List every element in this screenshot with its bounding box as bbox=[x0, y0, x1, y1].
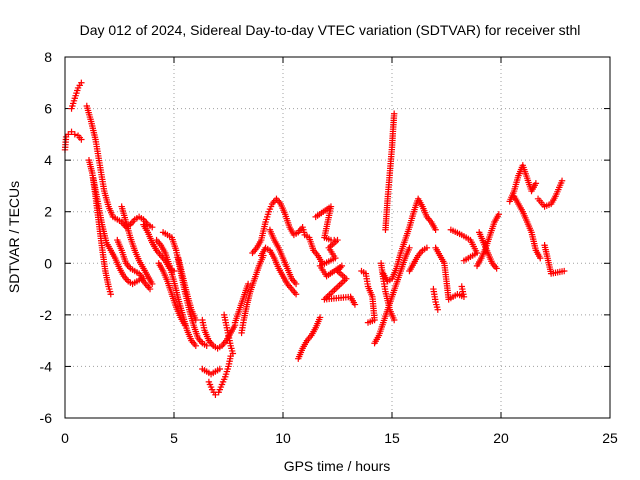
y-tick-label: 0 bbox=[44, 255, 52, 271]
data-point bbox=[316, 314, 324, 321]
data-point bbox=[192, 342, 199, 349]
data-point bbox=[78, 136, 85, 143]
x-tick-label: 15 bbox=[384, 430, 400, 446]
data-point bbox=[423, 244, 431, 252]
data-point bbox=[68, 128, 75, 135]
x-tick-label: 0 bbox=[61, 430, 69, 446]
y-tick-label: 8 bbox=[44, 49, 52, 65]
x-tick-labels: 0 5 10 15 20 25 bbox=[61, 430, 618, 446]
data-point bbox=[244, 280, 252, 288]
y-tick-label: 6 bbox=[44, 101, 52, 117]
x-tick-label: 5 bbox=[170, 430, 178, 446]
data-point bbox=[390, 316, 398, 324]
grid-lines bbox=[65, 57, 610, 418]
y-tick-label: 2 bbox=[44, 204, 52, 220]
data-point bbox=[558, 177, 566, 184]
data-point bbox=[432, 226, 439, 233]
data-point bbox=[71, 131, 79, 138]
data-point bbox=[406, 244, 413, 252]
data-point bbox=[351, 301, 359, 308]
data-point bbox=[537, 254, 544, 262]
y-tick-label: 4 bbox=[44, 152, 52, 168]
x-tick-label: 20 bbox=[493, 430, 509, 446]
x-tick-label: 10 bbox=[275, 430, 291, 446]
y-tick-label: -2 bbox=[40, 307, 53, 323]
plot-frame bbox=[64, 56, 611, 419]
data-point bbox=[364, 319, 372, 326]
data-point bbox=[458, 283, 465, 290]
data-point bbox=[146, 285, 154, 293]
data-point bbox=[460, 257, 468, 264]
data-point bbox=[181, 321, 189, 329]
data-point bbox=[493, 265, 500, 272]
data-point bbox=[149, 223, 156, 231]
data-point bbox=[216, 365, 223, 373]
data-point bbox=[229, 350, 237, 357]
y-tick-label: -4 bbox=[40, 358, 53, 374]
data-point bbox=[212, 391, 219, 398]
data-point bbox=[434, 306, 441, 313]
data-point bbox=[192, 316, 199, 324]
data-points bbox=[61, 79, 568, 398]
data-point bbox=[149, 280, 156, 288]
chart-title: Day 012 of 2024, Sidereal Day-to-day VTE… bbox=[80, 22, 581, 38]
data-point bbox=[292, 291, 300, 298]
data-point bbox=[107, 291, 114, 298]
data-point bbox=[292, 280, 300, 288]
data-point bbox=[495, 211, 503, 218]
y-axis-label: SDTVAR / TECUs bbox=[6, 181, 22, 293]
data-point bbox=[532, 180, 540, 187]
x-axis-label: GPS time / hours bbox=[284, 458, 391, 474]
x-tick-label: 25 bbox=[602, 430, 618, 446]
data-point bbox=[65, 131, 72, 138]
y-tick-labels: -6 -4 -2 0 2 4 6 8 bbox=[40, 49, 53, 426]
data-point bbox=[390, 110, 398, 117]
data-point bbox=[203, 342, 210, 349]
y-tick-label: -6 bbox=[40, 410, 53, 426]
data-point bbox=[78, 79, 85, 86]
data-point bbox=[140, 275, 147, 282]
data-point bbox=[561, 267, 568, 275]
